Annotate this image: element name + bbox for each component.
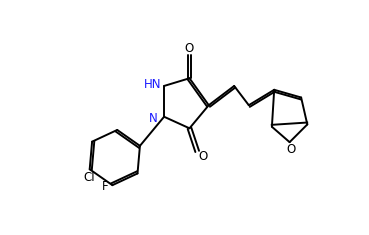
Text: Cl: Cl xyxy=(84,171,96,184)
Text: HN: HN xyxy=(144,78,162,91)
Text: O: O xyxy=(286,143,296,156)
Text: F: F xyxy=(101,180,108,193)
Text: O: O xyxy=(185,43,194,55)
Text: N: N xyxy=(149,112,158,125)
Text: O: O xyxy=(199,150,208,163)
